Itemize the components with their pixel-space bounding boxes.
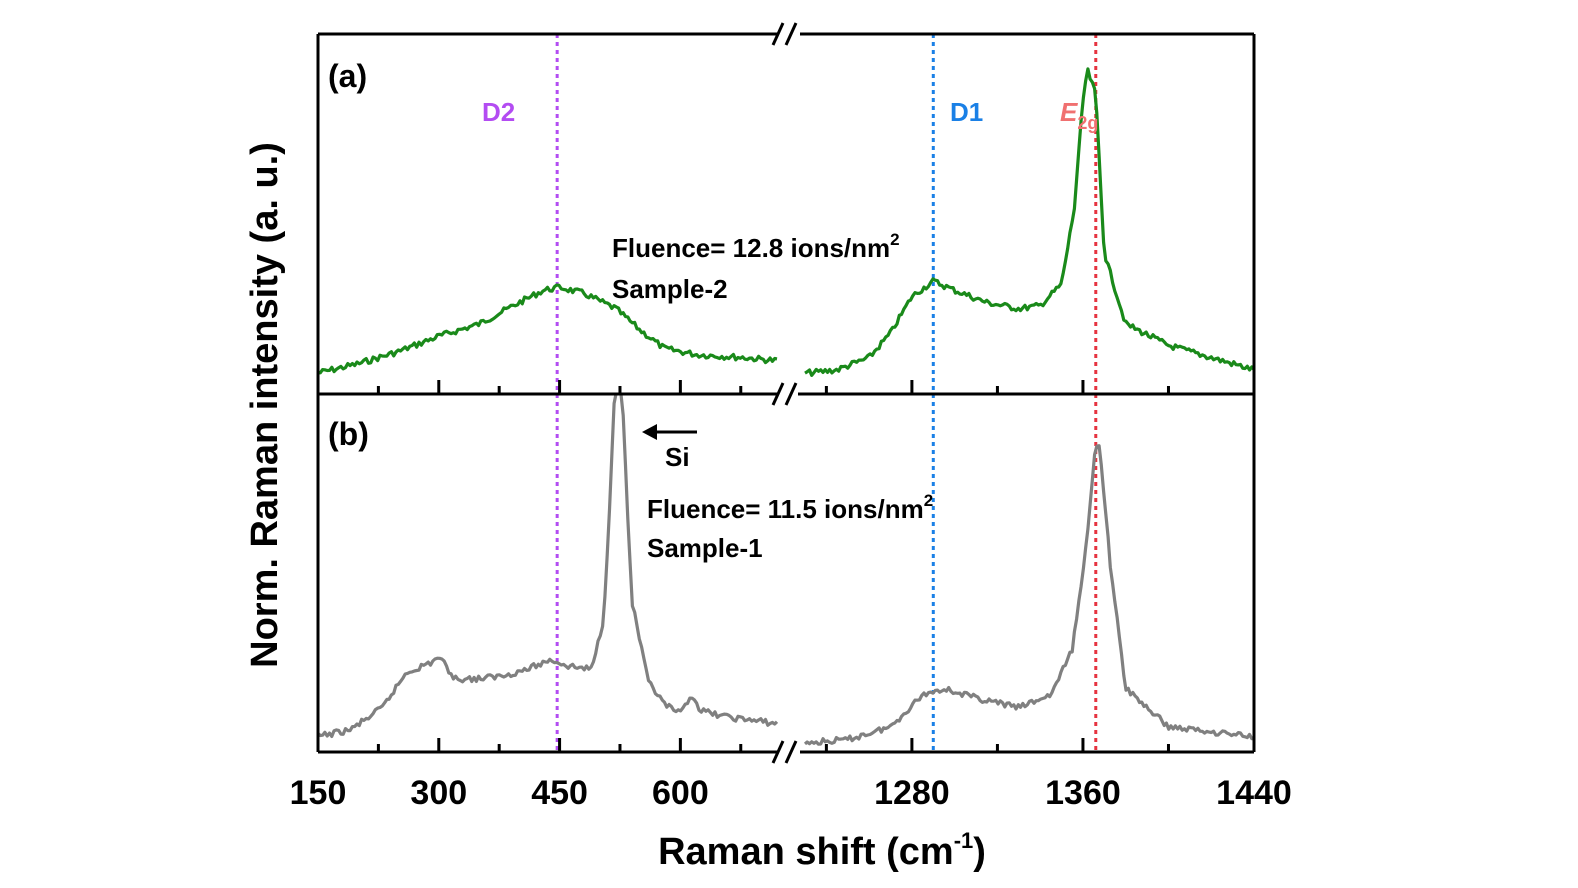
fluence-b-text: Fluence= 11.5 ions/nm xyxy=(647,494,924,524)
x-tick-label-0-3: 600 xyxy=(652,774,709,812)
x-axis-title-end: ) xyxy=(973,831,986,873)
si-arrow xyxy=(642,424,697,440)
si-arrow-head xyxy=(642,424,657,440)
peak-label-e2g: E2g xyxy=(1060,97,1098,133)
x-tick-label-1-1: 1360 xyxy=(1045,774,1121,812)
break-mark-2-a xyxy=(771,740,785,764)
spectrum-a-segment-1 xyxy=(804,67,1256,377)
axis-ticks xyxy=(376,380,1170,752)
x-tick-label-1-2: 1440 xyxy=(1216,774,1292,812)
peak-label-d1: D1 xyxy=(950,97,983,127)
fluence-b: Fluence= 11.5 ions/nm2 xyxy=(647,491,933,524)
peak-label-e2g-main: E xyxy=(1060,97,1078,127)
si-label: Si xyxy=(665,442,690,472)
x-tick-label-1-0: 1280 xyxy=(874,774,950,812)
plot-frame xyxy=(316,22,1256,764)
x-axis-title: Raman shift (cm-1) xyxy=(658,828,986,873)
sample-b: Sample-1 xyxy=(647,533,763,563)
x-tick-label-0-1: 300 xyxy=(410,774,467,812)
break-mark-0-b xyxy=(784,22,798,46)
panel-label-b: (b) xyxy=(328,416,369,452)
x-tick-label-0-0: 150 xyxy=(290,774,347,812)
fluence-b-sup: 2 xyxy=(924,491,933,510)
spectrum-b-segment-0 xyxy=(318,394,779,738)
peak-label-d2: D2 xyxy=(482,97,515,127)
x-axis-title-sup: -1 xyxy=(954,828,974,853)
peak-label-e2g-sub: 2g xyxy=(1077,113,1098,133)
panel-label-a: (a) xyxy=(328,58,367,94)
break-mark-1-a xyxy=(771,382,785,406)
y-axis-title: Norm. Raman intensity (a. u.) xyxy=(244,142,286,668)
fluence-a-text: Fluence= 12.8 ions/nm xyxy=(612,233,890,263)
fluence-a-sup: 2 xyxy=(890,230,899,249)
spectrum-b-segment-1 xyxy=(803,444,1254,746)
break-mark-1-b xyxy=(784,382,798,406)
break-mark-2-b xyxy=(784,740,798,764)
x-tick-label-0-2: 450 xyxy=(531,774,588,812)
break-mark-0-a xyxy=(771,22,785,46)
x-axis-title-main: Raman shift (cm xyxy=(658,831,954,873)
spectra xyxy=(317,67,1256,746)
fluence-a: Fluence= 12.8 ions/nm2 xyxy=(612,230,900,263)
sample-a: Sample-2 xyxy=(612,274,728,304)
spectrum-a-segment-0 xyxy=(317,283,778,375)
x-tick-labels: 150 300 450 600 1280 1360 1440 xyxy=(290,774,1292,812)
